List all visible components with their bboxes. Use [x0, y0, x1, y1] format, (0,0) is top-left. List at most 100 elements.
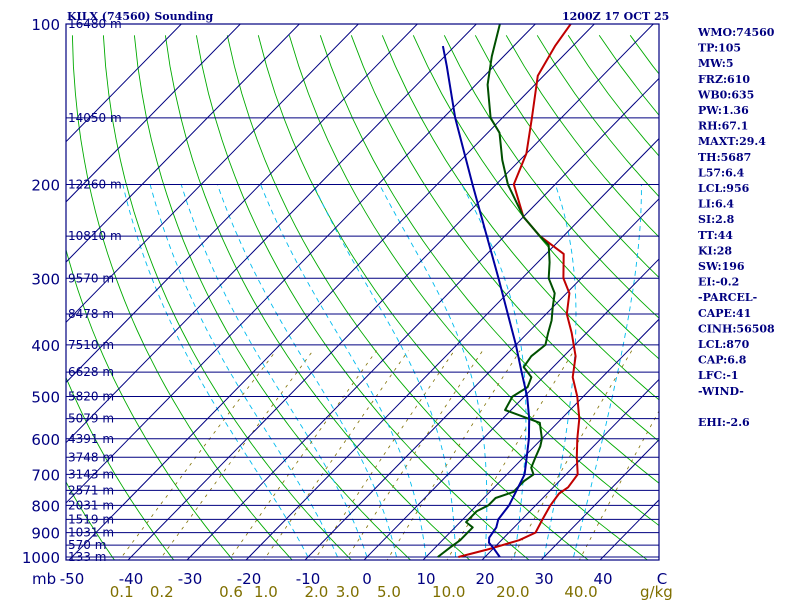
dry-adiabat	[381, 35, 659, 401]
index-item: WB0:635	[697, 88, 754, 101]
mixing-ratio-line	[578, 410, 659, 560]
temperature-tick-label: 10	[416, 570, 435, 588]
index-item: TT:44	[698, 229, 733, 242]
height-label: 9570 m	[68, 271, 114, 285]
height-label: 570 m	[68, 538, 106, 552]
pressure-tick-label: 900	[31, 525, 60, 543]
temperature-tick-label: -10	[296, 570, 321, 588]
date-title: 1200Z 17 OCT 25	[562, 10, 669, 23]
pressure-tick-label: 200	[31, 176, 60, 194]
height-label: 5820 m	[68, 390, 114, 404]
moist-adiabat	[573, 184, 642, 558]
height-label: 5079 m	[68, 412, 114, 426]
height-label: 8478 m	[68, 307, 114, 321]
dry-adiabat	[164, 35, 471, 560]
index-item: LCL:870	[698, 338, 750, 351]
pressure-tick-label: 600	[31, 431, 60, 449]
dry-adiabat	[350, 35, 659, 442]
temperature-profile	[458, 24, 581, 558]
moist-adiabat	[149, 184, 338, 558]
mixing-ratio-label: 3.0	[336, 583, 360, 600]
dry-adiabat	[474, 35, 659, 279]
height-label: 16480 m	[68, 17, 122, 31]
height-label: 6628 m	[68, 365, 114, 379]
height-label: 3748 m	[68, 450, 114, 464]
pressure-tick-label: 500	[31, 389, 60, 407]
isotherm	[66, 24, 183, 143]
mixing-ratio-label: 5.0	[377, 583, 401, 600]
mixing-ratio-label: 0.2	[150, 583, 174, 600]
pressure-tick-label: 400	[31, 337, 60, 355]
index-item: TH:5687	[698, 151, 751, 164]
temperature-tick-label: 40	[593, 570, 612, 588]
height-label: 3143 m	[68, 467, 114, 481]
index-item: CAP:6.8	[698, 354, 747, 367]
index-item: SW:196	[698, 260, 745, 273]
pressure-tick-labels: 100 200 300 400 500 600 700 800 900 1000	[22, 16, 60, 567]
isotherm	[304, 198, 659, 560]
height-label: 14050 m	[68, 111, 122, 125]
index-item: MW:5	[698, 57, 734, 70]
index-item: -PARCEL-	[698, 291, 757, 304]
mixing-ratio-label: 0.6	[219, 583, 243, 600]
index-item: -WIND-	[698, 385, 744, 398]
mixing-ratio-label: 10.0	[432, 583, 465, 600]
height-label: 2031 m	[68, 498, 114, 512]
dry-adiabat	[133, 35, 412, 560]
mixing-ratio-line	[159, 350, 314, 560]
dry-adiabat	[785, 35, 800, 568]
isotherm	[66, 24, 301, 263]
indices-panel: WMO:74560 TP:105 MW:5 FRZ:610 WB0:635 PW:1.36…	[697, 26, 775, 429]
index-item: CAPE:41	[698, 307, 751, 320]
index-item: WMO:74560	[697, 26, 775, 39]
mb-unit-label: mb	[32, 570, 56, 588]
pressure-tick-label: 300	[31, 270, 60, 288]
height-label: 7510 m	[68, 338, 114, 352]
isotherm	[363, 258, 659, 560]
temperature-tick-label: -50	[60, 570, 85, 588]
dry-adiabat	[66, 247, 234, 560]
isotherm	[66, 24, 478, 444]
pressure-tick-label: 100	[31, 16, 60, 34]
index-item: LFC:-1	[698, 369, 739, 382]
dry-adiabat	[66, 376, 175, 560]
temperature-tick-label: -20	[237, 570, 262, 588]
dry-adiabat	[536, 35, 659, 198]
height-label: 10810 m	[68, 229, 122, 243]
dry-adiabat	[71, 35, 293, 560]
isotherm	[66, 24, 419, 384]
isotherm	[481, 378, 659, 560]
index-item: KI:28	[698, 244, 732, 257]
height-label: 1031 m	[68, 526, 114, 540]
height-label: 4391 m	[68, 432, 114, 446]
mixing-ratio-labels: 0.1 0.2 0.6 1.0 2.0 3.0 5.0 10.0 20.0 40.0	[110, 583, 598, 600]
gkg-unit-label: g/kg	[640, 583, 673, 600]
dry-adiabat	[567, 35, 659, 157]
temperature-tick-label: -40	[119, 570, 144, 588]
moist-adiabat	[312, 184, 456, 558]
index-item: LI:6.4	[698, 198, 734, 211]
index-item: RH:67.1	[698, 120, 748, 133]
temperature-tick-labels: -50 -40 -30 -20 -10 0 10 20 30 40 C	[60, 570, 667, 588]
moist-adiabat	[379, 184, 488, 558]
moist-adiabat	[122, 184, 309, 558]
height-labels: 16480 m 14050 m 12260 m 10810 m 9570 m 8478 m…	[68, 17, 122, 564]
index-item: CINH:56508	[698, 322, 775, 335]
moist-adiabat	[180, 184, 368, 558]
index-item: L57:6.4	[698, 166, 745, 179]
mixing-ratio-label: 40.0	[564, 583, 597, 600]
background-lines	[66, 24, 800, 568]
isotherm	[127, 24, 655, 560]
temperature-tick-label: 0	[362, 570, 372, 588]
index-item: MAXT:29.4	[698, 135, 766, 148]
dry-adiabat	[66, 481, 116, 560]
mixing-ratio-label: 20.0	[496, 583, 529, 600]
dry-adiabat	[319, 35, 659, 484]
plot-frame	[65, 23, 660, 561]
temperature-tick-label: C	[657, 570, 667, 588]
mixing-ratio-line	[446, 350, 575, 560]
dewpoint-profile	[437, 24, 556, 558]
index-item: LCL:956	[698, 182, 750, 195]
sounding-profiles	[437, 24, 581, 558]
